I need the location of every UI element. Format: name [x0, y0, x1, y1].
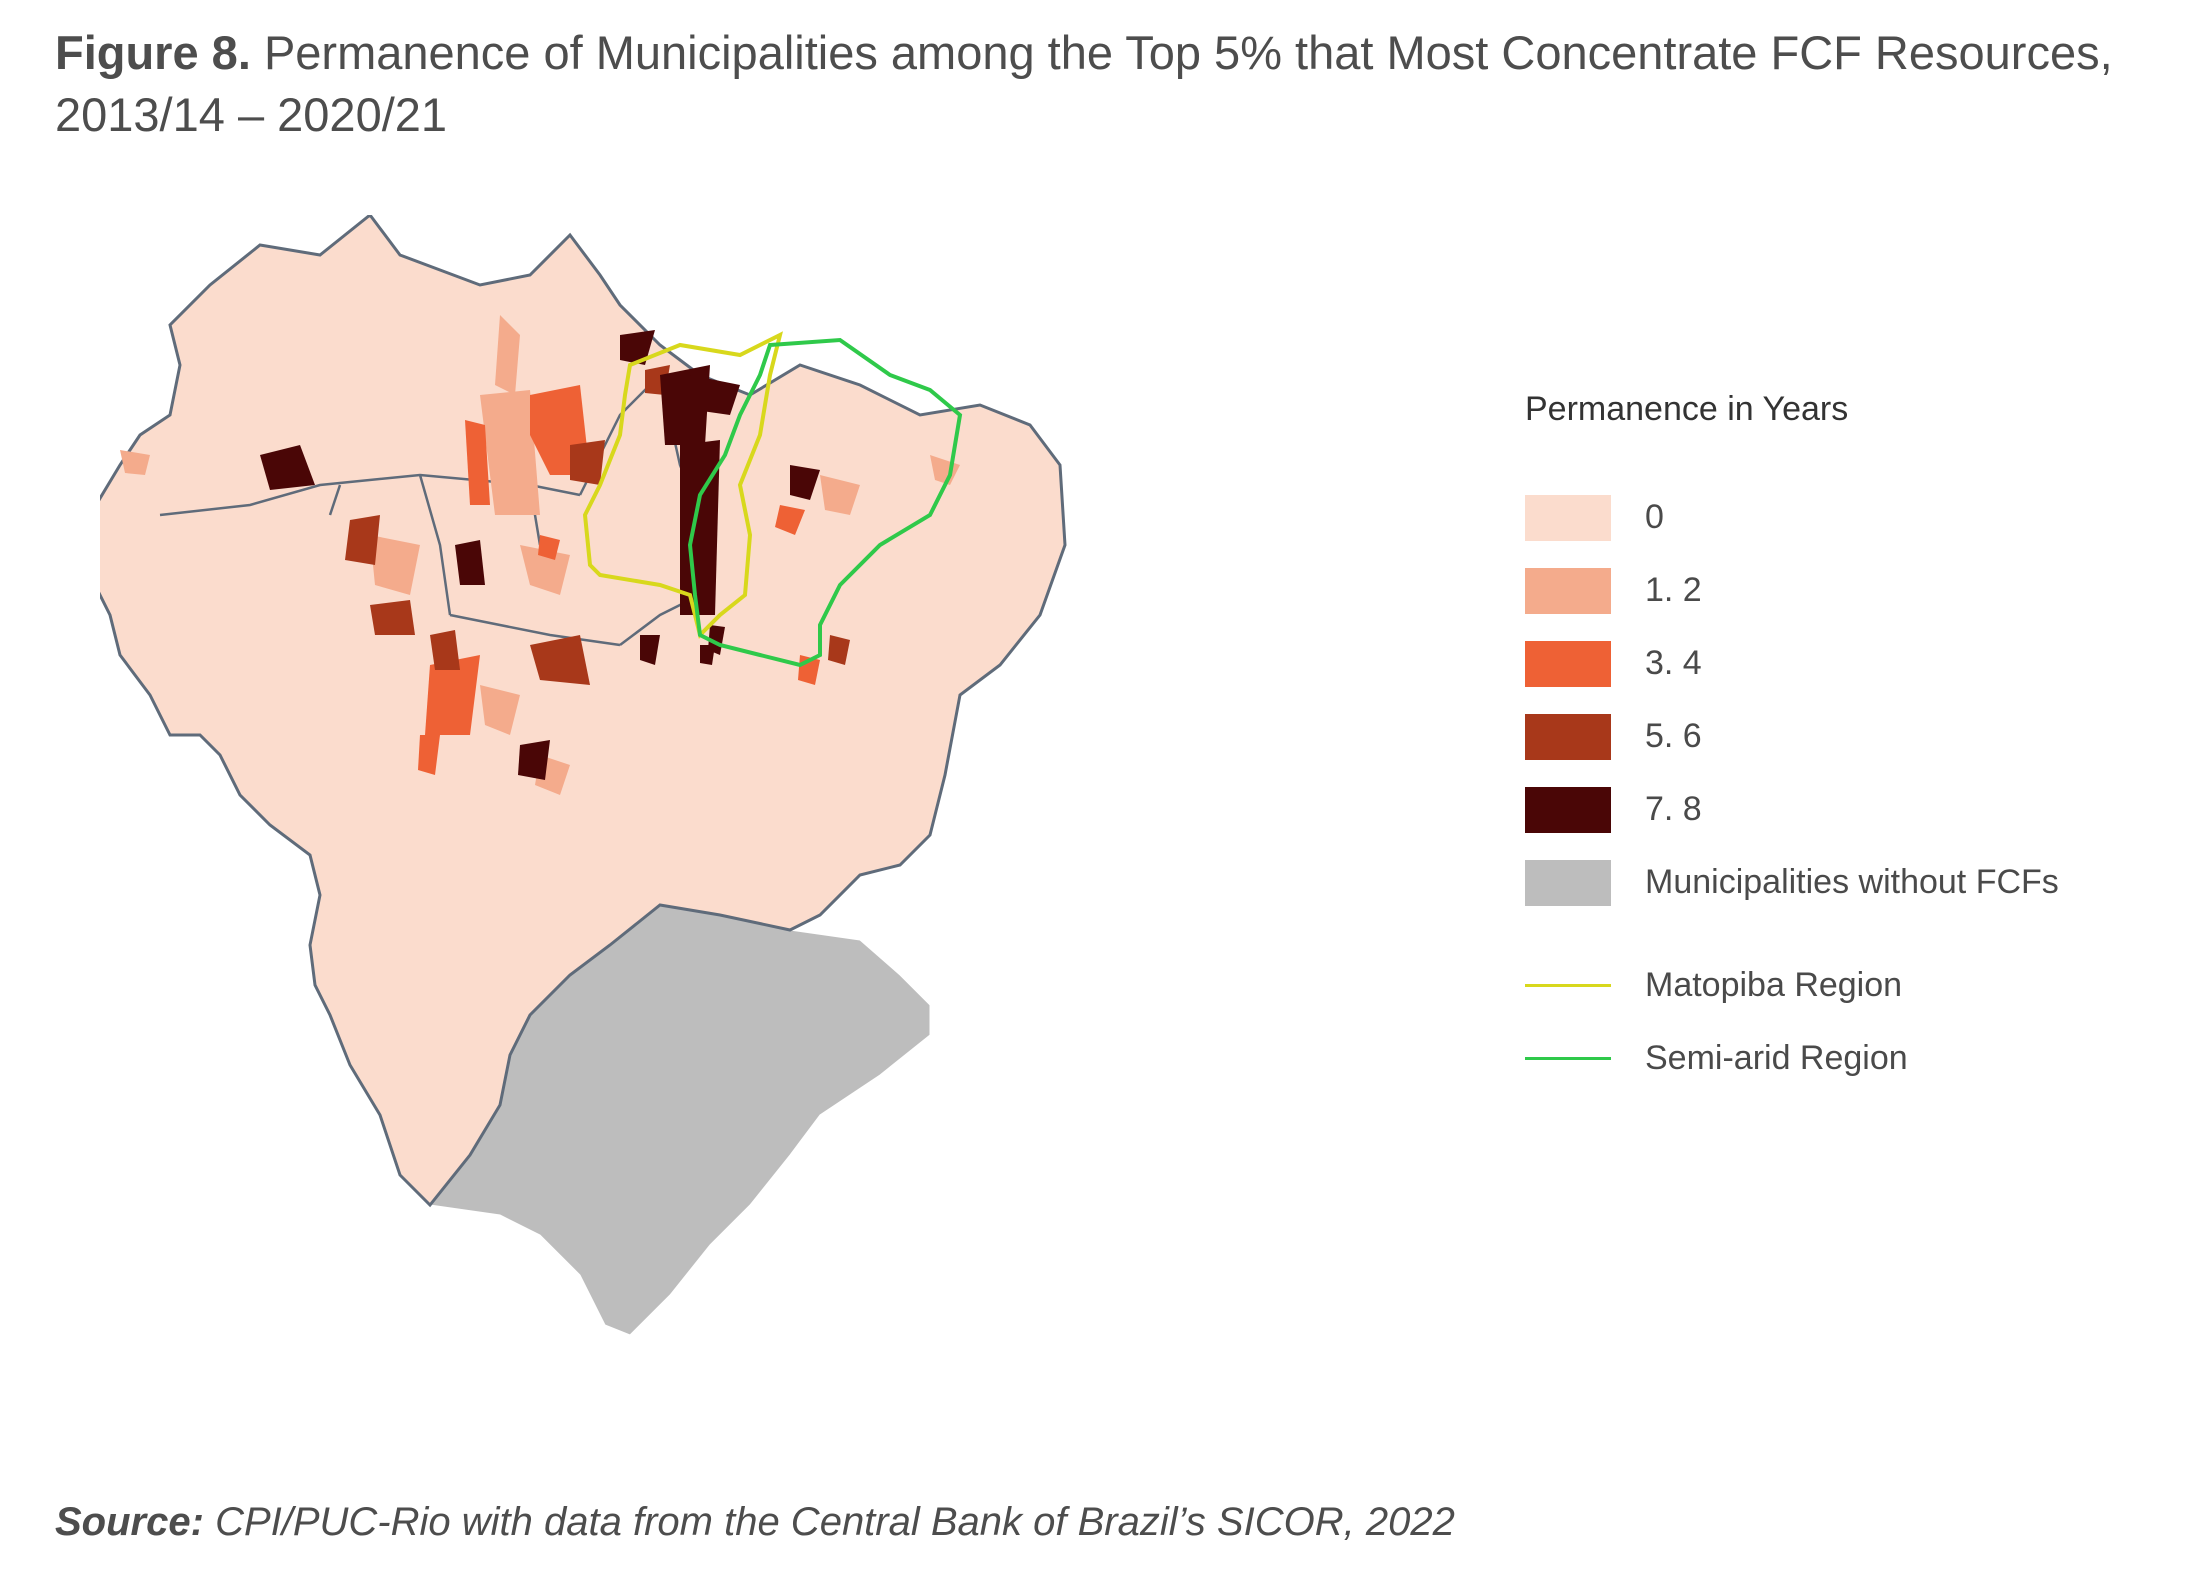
legend-label-7-8: 7. 8 — [1645, 790, 1702, 828]
legend-item-matopiba: Matopiba Region — [1525, 949, 2145, 1022]
figure-title: Figure 8. Permanence of Municipalities a… — [55, 22, 2135, 146]
legend: Permanence in Years 0 1. 2 3. 4 5. 6 7. … — [1525, 390, 2145, 1095]
legend-label-no-fcf: Municipalities without FCFs — [1645, 863, 2059, 901]
legend-item-semi-arid: Semi-arid Region — [1525, 1022, 2145, 1095]
legend-item-0: 0 — [1525, 481, 2145, 554]
legend-label-matopiba: Matopiba Region — [1645, 966, 1903, 1004]
figure-title-text: Permanence of Municipalities among the T… — [55, 26, 2113, 141]
legend-label-1-2: 1. 2 — [1645, 571, 1702, 609]
legend-swatch-7-8 — [1525, 786, 1611, 833]
semi-arid-region-outline — [687, 337, 963, 668]
legend-item-3-4: 3. 4 — [1525, 627, 2145, 700]
class-5-6-patches — [345, 365, 850, 685]
class-1-2-patches — [120, 315, 960, 795]
source-note: Source: CPI/PUC-Rio with data from the C… — [55, 1500, 1455, 1545]
brazil-map — [100, 215, 1360, 1455]
source-text: CPI/PUC-Rio with data from the Central B… — [215, 1500, 1455, 1544]
source-label: Source: — [55, 1500, 204, 1544]
figure-number: Figure 8. — [55, 26, 251, 79]
legend-title: Permanence in Years — [1525, 390, 1849, 428]
legend-label-0: 0 — [1645, 498, 1664, 536]
legend-swatch-1-2 — [1525, 567, 1611, 614]
legend-label-3-4: 3. 4 — [1645, 644, 1702, 682]
legend-label-5-6: 5. 6 — [1645, 717, 1702, 755]
legend-swatch-0 — [1525, 494, 1611, 541]
legend-item-no-fcf: Municipalities without FCFs — [1525, 846, 2145, 919]
matopiba-region-outline — [582, 331, 783, 639]
legend-line-matopiba — [1525, 984, 1611, 987]
legend-item-5-6: 5. 6 — [1525, 700, 2145, 773]
class-7-8-patches — [260, 330, 820, 780]
legend-item-1-2: 1. 2 — [1525, 554, 2145, 627]
legend-swatch-3-4 — [1525, 640, 1611, 687]
map-svg — [100, 215, 1067, 1336]
legend-swatch-5-6 — [1525, 713, 1611, 760]
legend-item-7-8: 7. 8 — [1525, 773, 2145, 846]
legend-swatch-no-fcf — [1525, 859, 1611, 906]
legend-line-semi-arid — [1525, 1057, 1611, 1060]
class-3-4-patches — [418, 385, 820, 775]
legend-label-semi-arid: Semi-arid Region — [1645, 1039, 1908, 1077]
